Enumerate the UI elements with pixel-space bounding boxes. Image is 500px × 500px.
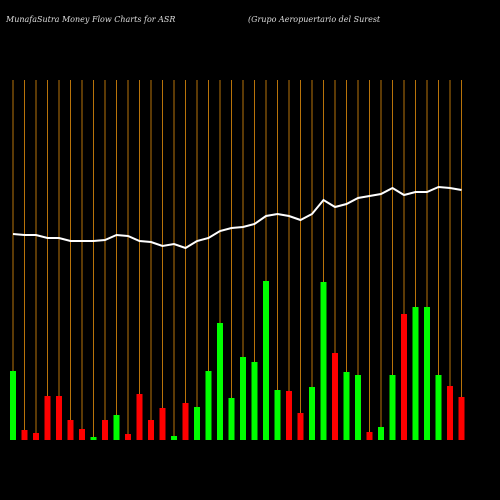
bar <box>148 420 154 440</box>
bar <box>182 403 189 440</box>
bar <box>240 357 246 440</box>
bar <box>332 353 338 440</box>
bar <box>56 396 62 440</box>
bar <box>113 415 120 440</box>
bar <box>447 386 453 440</box>
money-flow-line <box>12 185 462 250</box>
bar <box>217 323 223 440</box>
bar <box>79 429 85 440</box>
bar <box>378 427 384 440</box>
bar <box>424 307 430 440</box>
bar <box>389 375 396 440</box>
bar <box>21 430 28 440</box>
bar <box>458 397 465 440</box>
bar <box>297 413 304 440</box>
bar <box>355 375 361 440</box>
bar <box>401 314 407 440</box>
bar <box>67 420 74 440</box>
bar <box>274 390 281 440</box>
bar <box>194 407 200 440</box>
bar <box>343 372 350 440</box>
bar <box>10 371 16 440</box>
bar <box>171 436 177 440</box>
bar <box>33 433 39 440</box>
bar <box>159 408 166 440</box>
bar <box>90 437 97 440</box>
bar <box>286 391 292 440</box>
bar <box>125 434 131 440</box>
bar <box>263 281 269 440</box>
bar <box>435 375 442 440</box>
bar <box>412 307 419 440</box>
bar <box>228 398 235 440</box>
bar <box>136 394 143 440</box>
bar <box>320 282 327 440</box>
bar <box>205 371 212 440</box>
bar <box>44 396 51 440</box>
chart-subtitle: (Grupo Aeropuertario del Surest <box>248 15 381 24</box>
bar <box>366 432 373 440</box>
bar <box>309 387 315 440</box>
bar <box>102 420 108 440</box>
bar <box>251 362 258 440</box>
chart-title: MunafaSutra Money Flow Charts for ASR <box>5 15 175 24</box>
